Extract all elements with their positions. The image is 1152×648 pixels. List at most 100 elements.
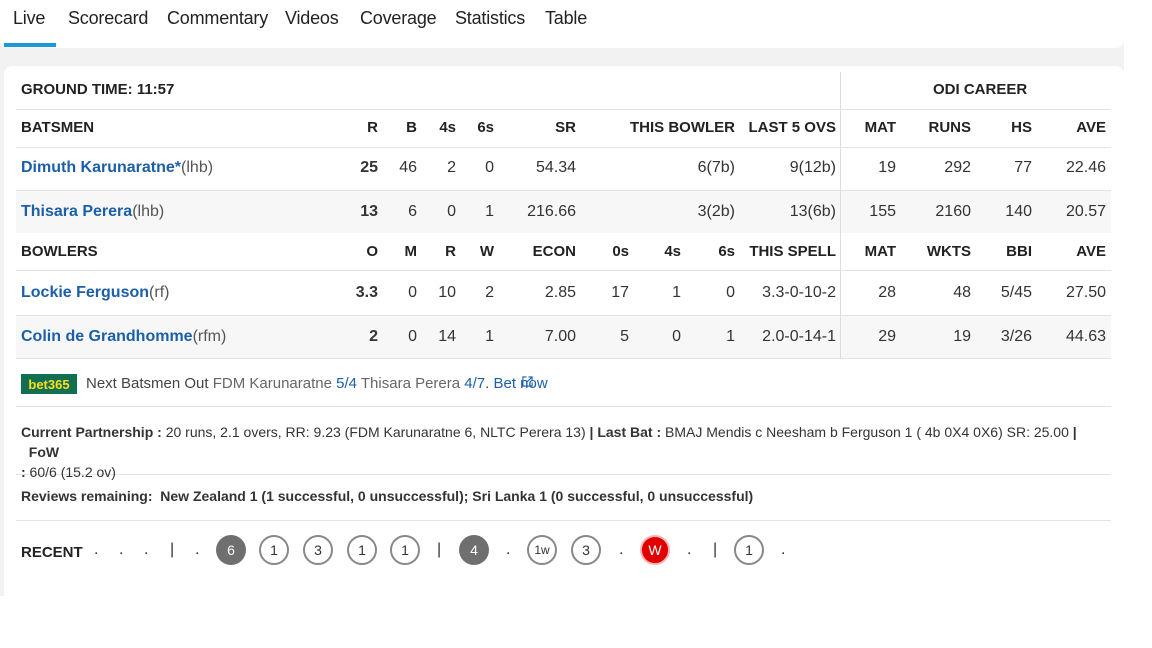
batsman-1-r: 25 — [360, 159, 378, 176]
col-m: M — [404, 243, 418, 260]
col-0s: 0s — [612, 243, 629, 260]
tab-statistics[interactable]: Statistics — [455, 8, 526, 28]
partnership-info: Current Partnership : 20 runs, 2.1 overs… — [21, 424, 1077, 480]
col-bowl-r: R — [445, 243, 456, 260]
col-last5: LAST 5 OVS — [748, 119, 836, 136]
batsman-2-last5: 13(6b) — [789, 203, 836, 220]
bowler-2-6s: 1 — [726, 328, 735, 345]
col-this-bowler: THIS BOWLER — [630, 119, 735, 136]
col-econ: ECON — [532, 243, 576, 260]
batsman-1-hs: 77 — [1014, 159, 1032, 176]
col-r: R — [367, 119, 378, 136]
bowler-1-wkts: 48 — [953, 284, 971, 301]
bowler-1-bbi: 5/45 — [1000, 284, 1032, 301]
career-divider — [840, 72, 841, 358]
bowler-1-4s: 1 — [672, 284, 681, 301]
bet365-logo[interactable]: bet365 — [21, 374, 77, 394]
bowler-2-0s: 5 — [620, 328, 629, 345]
batsman-1-b: 46 — [399, 159, 417, 176]
batsman-2-6s: 1 — [485, 203, 494, 220]
col-runs: RUNS — [928, 119, 971, 136]
col-bowl-mat: MAT — [864, 243, 896, 260]
batsman-2-hs: 140 — [1005, 203, 1032, 220]
batsman-1-this-bowler: 6(7b) — [697, 159, 735, 176]
reviews-remaining: Reviews remaining: New Zealand 1 (1 succ… — [21, 488, 754, 504]
bet-odds-2[interactable]: 4/7 — [464, 375, 486, 392]
batsman-1-last5: 9(12b) — [789, 159, 836, 176]
bet-now-link[interactable]: Bet now — [493, 375, 548, 392]
ground-time: GROUND TIME: 11:57 — [21, 81, 175, 98]
col-wkts: WKTS — [926, 243, 971, 260]
bet-odds-1[interactable]: 5/4 — [336, 375, 357, 392]
bowler-2-o: 2 — [369, 328, 378, 345]
batsman-2-4s: 0 — [447, 203, 456, 220]
divider — [16, 406, 1111, 407]
col-bowl-ave: AVE — [1076, 243, 1106, 260]
bet-line: Next Batsmen Out FDM Karunaratne 5/4 Thi… — [86, 375, 548, 392]
bowler-1-0s: 17 — [611, 284, 629, 301]
recent-ball: 3 — [571, 535, 601, 565]
recent-ball-wide: 1w — [527, 535, 557, 565]
bowler-2-4s: 0 — [672, 328, 681, 345]
tab-table[interactable]: Table — [545, 8, 588, 28]
divider — [16, 520, 1111, 521]
bowlers-header: BOWLERS — [21, 243, 98, 260]
col-this-spell: THIS SPELL — [749, 243, 836, 260]
recent-ball-dot: . — [119, 541, 124, 558]
divider — [16, 315, 1111, 316]
bowler-1-m: 0 — [408, 284, 417, 301]
bowler-1-6s: 0 — [726, 284, 735, 301]
col-o: O — [366, 243, 378, 260]
tab-live[interactable]: Live — [13, 8, 46, 28]
external-link-icon[interactable] — [522, 376, 533, 387]
batsman-1-ave: 22.46 — [1065, 159, 1106, 176]
over-separator: | — [437, 541, 442, 558]
bowler-2-w: 1 — [485, 328, 494, 345]
batsman-1-sr: 54.34 — [535, 159, 576, 176]
tab-scorecard[interactable]: Scorecard — [68, 8, 149, 28]
recent-ball: 3 — [303, 535, 333, 565]
batsman-2-mat: 155 — [869, 203, 896, 220]
bowler-1-name[interactable]: Lockie Ferguson(rf) — [21, 284, 170, 301]
divider — [16, 109, 1111, 110]
bowler-2-mat: 29 — [878, 328, 896, 345]
col-w: W — [479, 243, 494, 260]
batsman-1-runs: 292 — [944, 159, 971, 176]
recent-ball: 1 — [734, 535, 764, 565]
batsman-1-4s: 2 — [447, 159, 456, 176]
recent-ball-six: 6 — [216, 535, 246, 565]
tab-videos[interactable]: Videos — [285, 8, 339, 28]
recent-ball-four: 4 — [459, 535, 489, 565]
bowler-2-spell: 2.0-0-14-1 — [762, 328, 836, 345]
recent-ball-dot: . — [619, 541, 624, 558]
divider — [16, 270, 1111, 271]
match-tabs: Live Scorecard Commentary Videos Coverag… — [0, 0, 1124, 48]
batsman-2-name[interactable]: Thisara Perera(lhb) — [21, 203, 165, 220]
col-ave: AVE — [1076, 119, 1106, 136]
col-b: B — [406, 119, 417, 136]
recent-ball-dot: . — [144, 541, 149, 558]
bowler-2-econ: 7.00 — [544, 328, 576, 345]
batsman-1-name[interactable]: Dimuth Karunaratne*(lhb) — [21, 159, 214, 176]
bowler-1-o: 3.3 — [355, 284, 378, 301]
bowler-1-ave: 27.50 — [1065, 284, 1106, 301]
bowler-2-wkts: 19 — [953, 328, 971, 345]
bowler-1-econ: 2.85 — [544, 284, 576, 301]
recent-ball-dot: . — [195, 541, 200, 558]
divider — [16, 358, 1111, 359]
bowler-2-r: 14 — [438, 328, 456, 345]
batsmen-header: BATSMEN — [21, 119, 95, 136]
recent-ball-dot: . — [94, 541, 99, 558]
col-6s: 6s — [477, 119, 494, 136]
col-hs: HS — [1011, 119, 1032, 136]
batsman-2-sr: 216.66 — [527, 203, 576, 220]
recent-ball-dot: . — [781, 541, 786, 558]
batsman-1-6s: 0 — [485, 159, 494, 176]
bowler-2-ave: 44.63 — [1065, 328, 1106, 345]
bowler-1-r: 10 — [438, 284, 456, 301]
recent-label: RECENT — [21, 544, 83, 561]
bowler-2-name[interactable]: Colin de Grandhomme(rfm) — [21, 328, 227, 345]
tab-coverage[interactable]: Coverage — [360, 8, 437, 28]
col-mat: MAT — [864, 119, 896, 136]
tab-commentary[interactable]: Commentary — [167, 8, 269, 28]
